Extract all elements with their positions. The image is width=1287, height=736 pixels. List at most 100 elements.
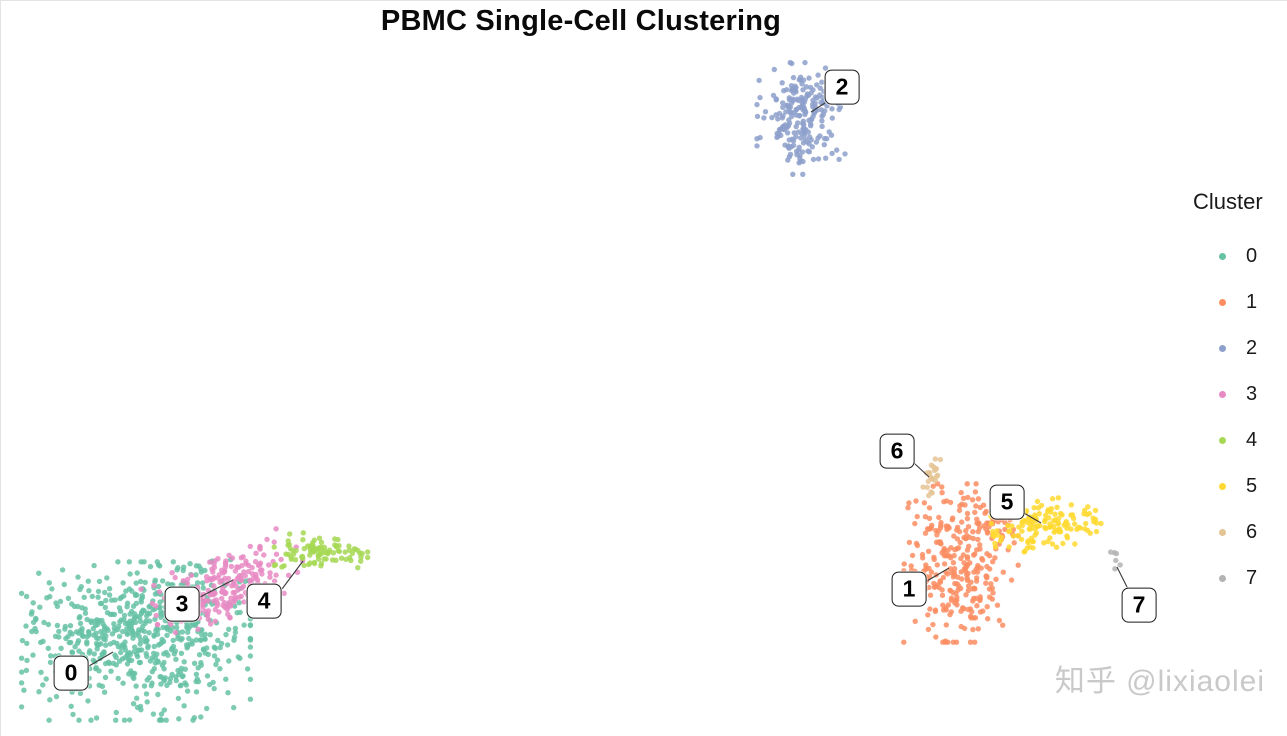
point-cluster-0 — [213, 661, 219, 668]
point-cluster-1 — [980, 608, 986, 614]
point-cluster-0 — [171, 651, 177, 657]
point-cluster-1 — [930, 483, 936, 489]
point-cluster-4 — [365, 549, 371, 555]
point-cluster-1 — [906, 500, 912, 506]
point-cluster-0 — [181, 703, 187, 709]
point-cluster-2 — [754, 113, 761, 120]
point-cluster-3 — [188, 572, 195, 578]
point-cluster-3 — [208, 577, 214, 583]
point-cluster-1 — [948, 609, 954, 615]
point-cluster-5 — [1018, 536, 1025, 543]
point-cluster-5 — [1021, 549, 1027, 555]
point-cluster-3 — [184, 581, 191, 587]
point-cluster-2 — [816, 92, 823, 98]
point-cluster-3 — [241, 599, 247, 605]
point-cluster-0 — [116, 623, 122, 630]
point-cluster-0 — [76, 615, 82, 621]
point-cluster-3 — [273, 526, 279, 532]
point-cluster-0 — [183, 642, 190, 648]
point-cluster-1 — [965, 587, 972, 594]
point-cluster-0 — [30, 652, 36, 658]
point-cluster-0 — [72, 644, 78, 650]
point-cluster-0 — [47, 659, 54, 666]
legend-item-5: 5 — [1191, 463, 1287, 509]
point-cluster-0 — [120, 580, 126, 586]
point-cluster-0 — [121, 717, 128, 723]
point-cluster-1 — [970, 626, 976, 633]
point-cluster-0 — [113, 709, 120, 716]
point-cluster-2 — [793, 112, 799, 118]
point-cluster-0 — [151, 650, 157, 656]
point-cluster-1 — [995, 519, 1001, 525]
point-cluster-5 — [1030, 522, 1036, 528]
label-leader-5 — [1023, 512, 1042, 524]
point-cluster-5 — [1085, 504, 1091, 510]
point-cluster-0 — [143, 638, 150, 644]
point-cluster-1 — [922, 514, 929, 520]
point-cluster-0 — [236, 600, 242, 606]
point-cluster-0 — [128, 657, 135, 664]
point-cluster-0 — [96, 668, 102, 674]
point-cluster-4 — [292, 557, 299, 563]
point-cluster-1 — [951, 552, 957, 559]
point-cluster-2 — [828, 132, 835, 138]
point-cluster-0 — [82, 606, 88, 612]
point-cluster-4 — [332, 536, 338, 542]
legend-label: 7 — [1246, 566, 1258, 589]
point-cluster-5 — [1029, 538, 1036, 545]
point-cluster-0 — [84, 639, 90, 645]
point-cluster-0 — [144, 699, 150, 705]
point-cluster-5 — [988, 520, 995, 527]
point-cluster-3 — [259, 567, 265, 573]
point-cluster-5 — [1081, 511, 1087, 517]
point-cluster-0 — [232, 625, 239, 632]
point-cluster-1 — [938, 522, 944, 529]
point-cluster-5 — [1064, 533, 1070, 539]
point-cluster-5 — [1051, 529, 1057, 535]
point-cluster-0 — [36, 689, 42, 695]
point-cluster-4 — [346, 547, 353, 553]
point-cluster-1 — [905, 505, 911, 511]
point-cluster-2 — [798, 135, 804, 141]
point-cluster-3 — [207, 559, 213, 565]
point-cluster-2 — [804, 139, 810, 145]
point-cluster-4 — [308, 549, 314, 555]
point-cluster-5 — [1036, 511, 1043, 517]
point-cluster-0 — [76, 717, 82, 723]
point-cluster-0 — [180, 673, 186, 679]
point-cluster-1 — [956, 507, 963, 514]
cluster-label-1: 1 — [891, 571, 927, 607]
point-cluster-2 — [787, 104, 793, 110]
point-cluster-1 — [963, 528, 969, 534]
point-cluster-0 — [143, 650, 149, 657]
point-cluster-2 — [790, 74, 797, 81]
point-cluster-5 — [1049, 496, 1056, 502]
point-cluster-0 — [155, 691, 161, 698]
point-cluster-0 — [95, 588, 102, 595]
point-cluster-0 — [115, 675, 121, 682]
point-cluster-0 — [151, 666, 157, 672]
point-cluster-2 — [796, 104, 802, 111]
point-cluster-2 — [821, 142, 827, 148]
point-cluster-0 — [232, 629, 239, 636]
point-cluster-1 — [939, 490, 945, 496]
point-cluster-1 — [977, 542, 983, 548]
legend-dot-icon — [1219, 436, 1226, 444]
point-cluster-2 — [819, 118, 825, 124]
point-cluster-4 — [306, 561, 312, 568]
legend-item-1: 1 — [1191, 279, 1287, 325]
point-cluster-0 — [53, 600, 59, 606]
point-cluster-0 — [144, 610, 151, 616]
point-cluster-1 — [958, 608, 964, 614]
point-cluster-0 — [128, 668, 134, 674]
point-cluster-4 — [293, 547, 299, 554]
point-cluster-0 — [200, 585, 206, 591]
point-cluster-2 — [806, 75, 812, 81]
point-cluster-0 — [218, 640, 225, 647]
point-cluster-5 — [990, 533, 997, 539]
point-cluster-1 — [950, 515, 956, 521]
point-cluster-1 — [988, 581, 994, 587]
point-cluster-1 — [927, 592, 934, 598]
point-cluster-4 — [321, 544, 328, 550]
point-cluster-3 — [221, 599, 228, 606]
